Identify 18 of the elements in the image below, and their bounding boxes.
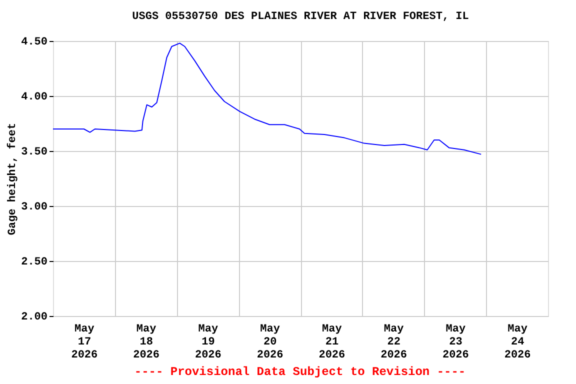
y-tick-label: 4.50: [21, 36, 48, 48]
y-tick-label: 2.50: [21, 256, 48, 268]
x-tick-label: May 24 2026: [504, 324, 531, 362]
line-series: [52, 42, 482, 155]
y-tick-label: 4.00: [21, 92, 48, 104]
text: ---- Provisional Data Subject to Revision ----: [134, 365, 466, 379]
x-tick-label: May 21 2026: [318, 324, 346, 362]
y-axis-title: Gage height, feet: [6, 122, 20, 236]
x-tick-label: May 17 2026: [71, 324, 98, 362]
chart-title: USGS 05530750 DES PLAINES RIVER AT RIVER FOREST, IL: [132, 11, 470, 23]
x-tick-label: May 18 2026: [133, 324, 160, 362]
x-tick-label: May 22 2026: [380, 324, 408, 362]
y-tick-label: 3.50: [21, 146, 48, 158]
x-tick-label: May 20 2026: [256, 324, 284, 362]
y-tick-label: 2.00: [21, 312, 48, 324]
y-tick-label: 3.00: [21, 202, 48, 214]
x-tick-label: May 19 2026: [194, 324, 222, 362]
x-tick-label: May 23 2026: [442, 324, 469, 362]
